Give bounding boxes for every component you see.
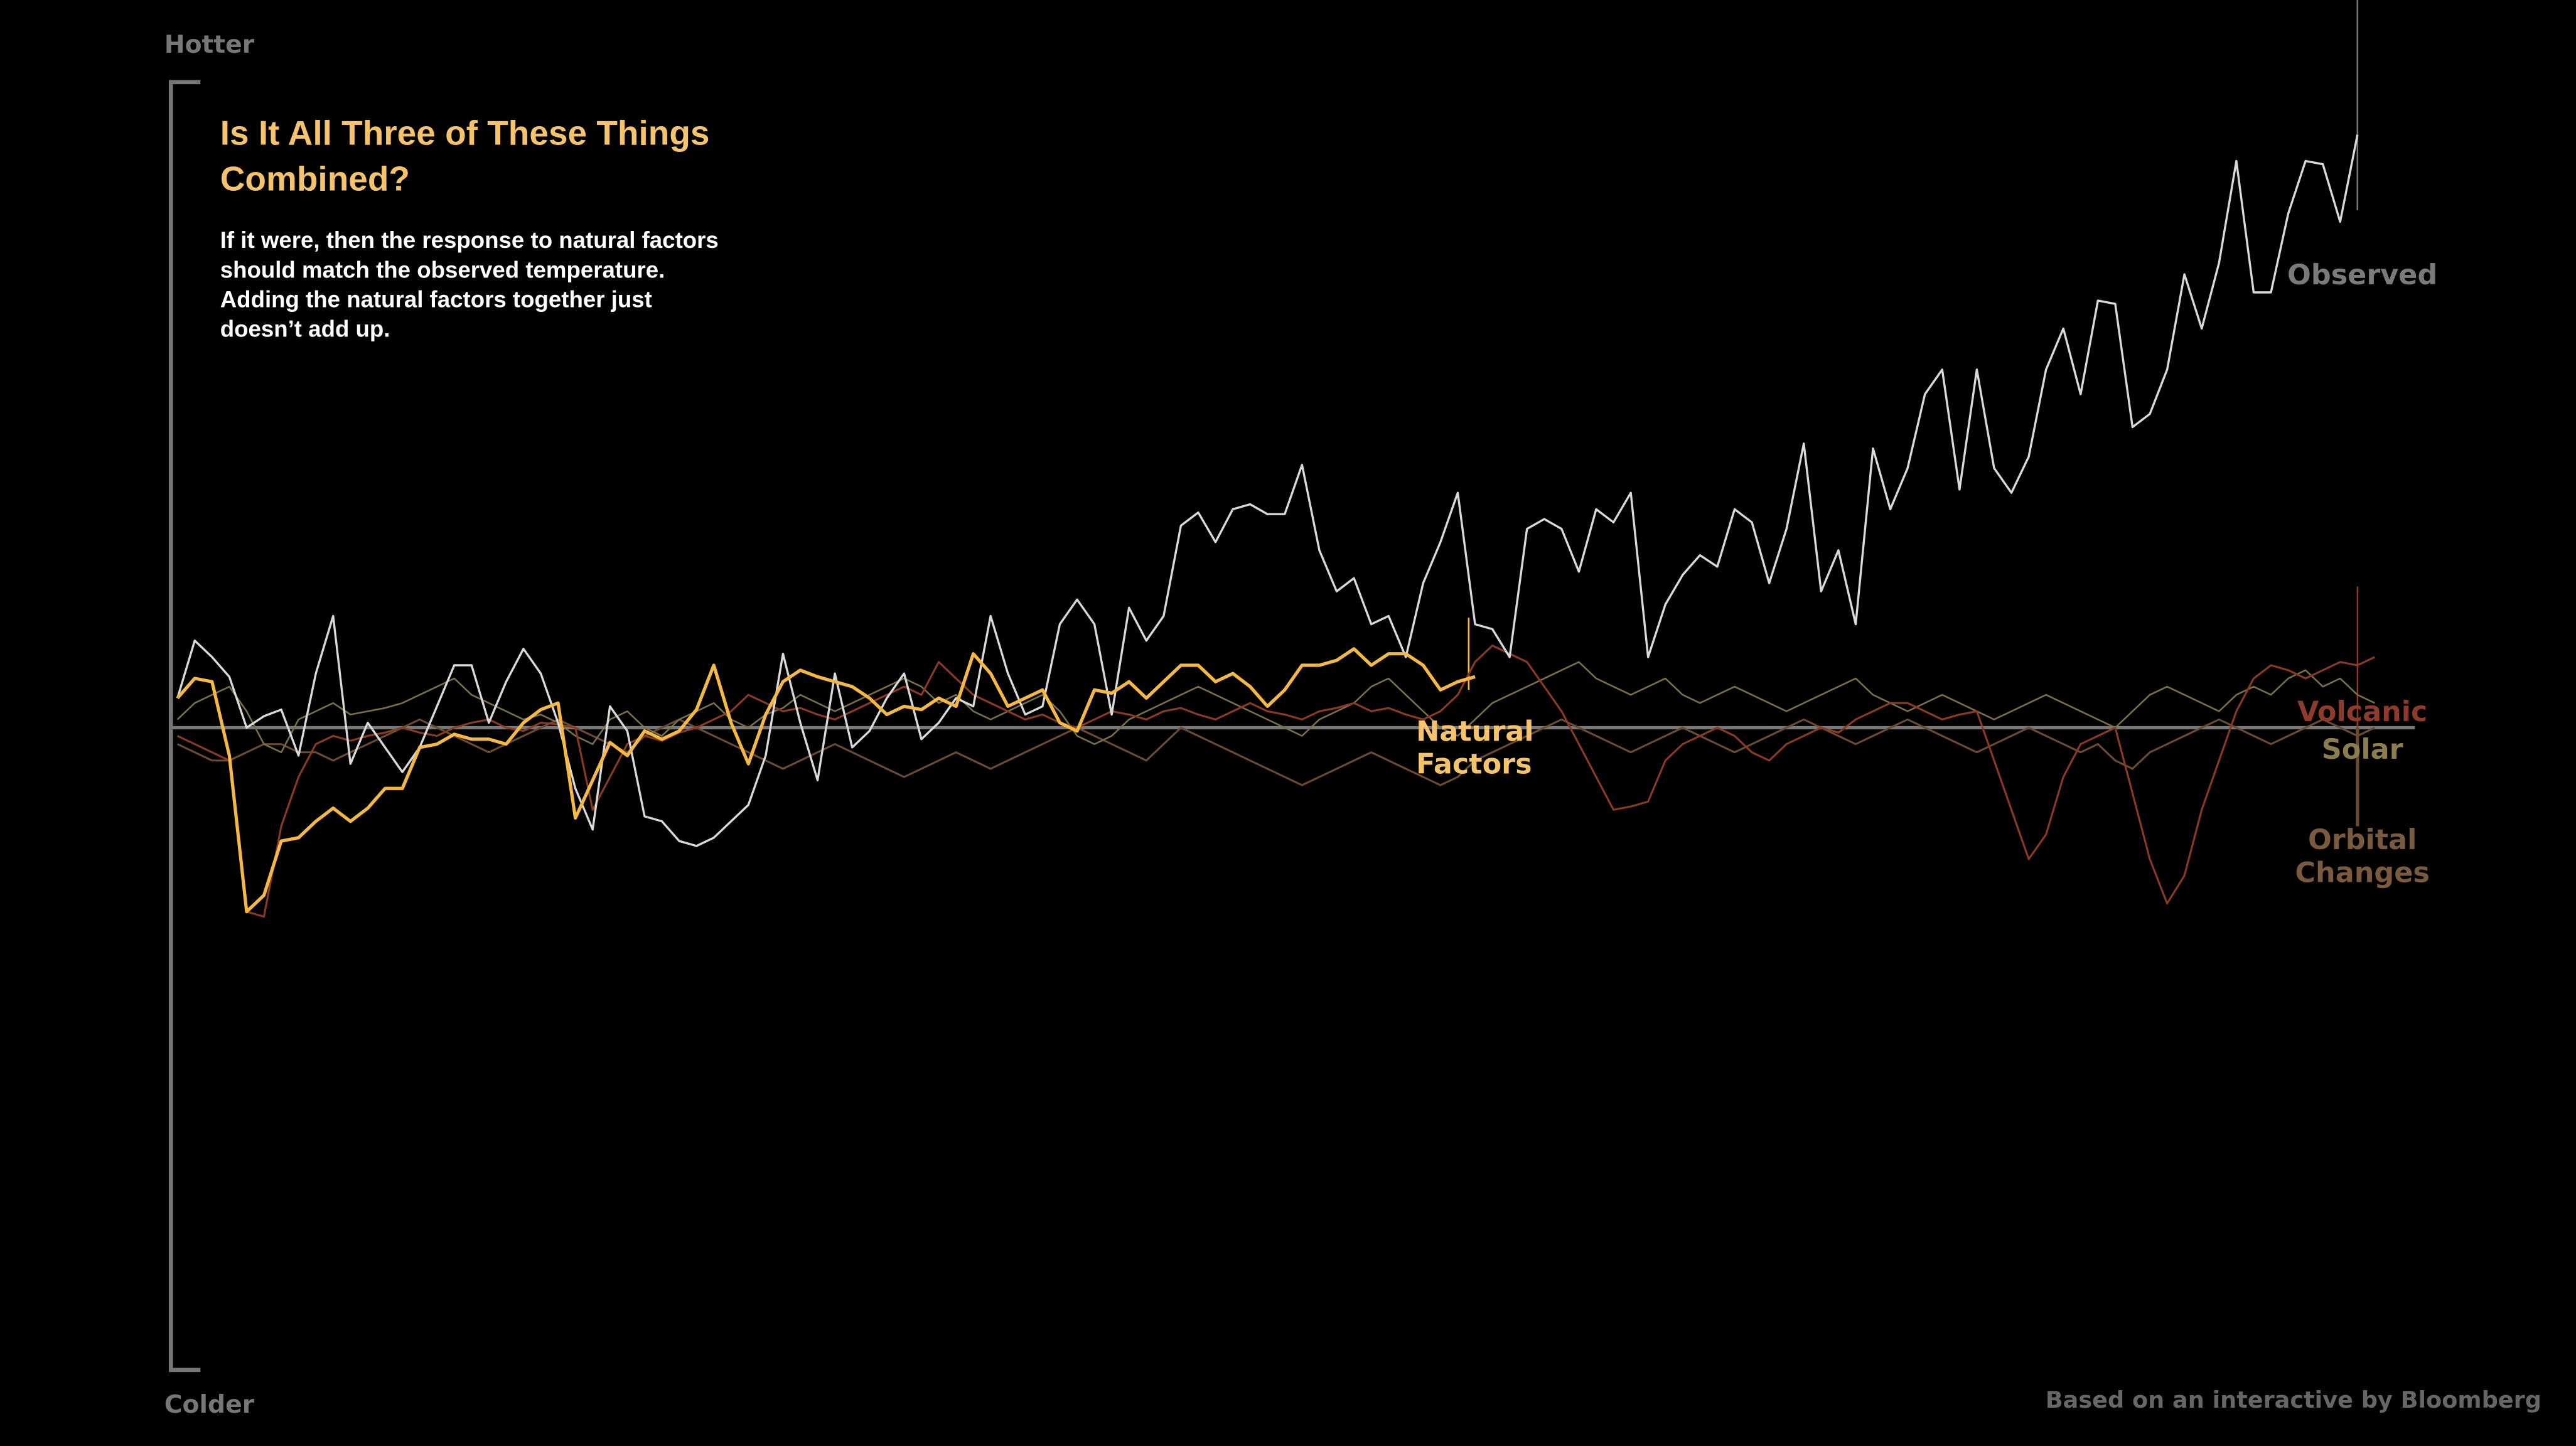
chart-title: Is It All Three of These Things: [220, 115, 710, 153]
series-label: Orbital Changes: [2295, 824, 2430, 891]
y-bottom-label: Colder: [164, 1390, 255, 1420]
series-label: Solar: [2321, 734, 2403, 768]
series-line: [176, 134, 2359, 847]
series-label: Volcanic: [2297, 696, 2428, 730]
series-line: [176, 645, 2376, 918]
subtitle: doesn’t add up.: [220, 315, 390, 342]
series-label: Natural Factors: [1416, 716, 1534, 782]
subtitle: If it were, then the response to natural…: [220, 227, 719, 254]
series-line: [176, 661, 2375, 754]
series-line: [176, 647, 1476, 914]
series-label: Observed: [2287, 259, 2438, 292]
source-note: Based on an interactive by Bloomberg: [2045, 1388, 2541, 1415]
y-top-label: Hotter: [164, 29, 255, 60]
chart-title: Combined?: [220, 161, 411, 199]
series-line: [176, 718, 2376, 786]
subtitle: Adding the natural factors together just: [220, 286, 652, 313]
subtitle: should match the observed temperature.: [220, 256, 665, 283]
